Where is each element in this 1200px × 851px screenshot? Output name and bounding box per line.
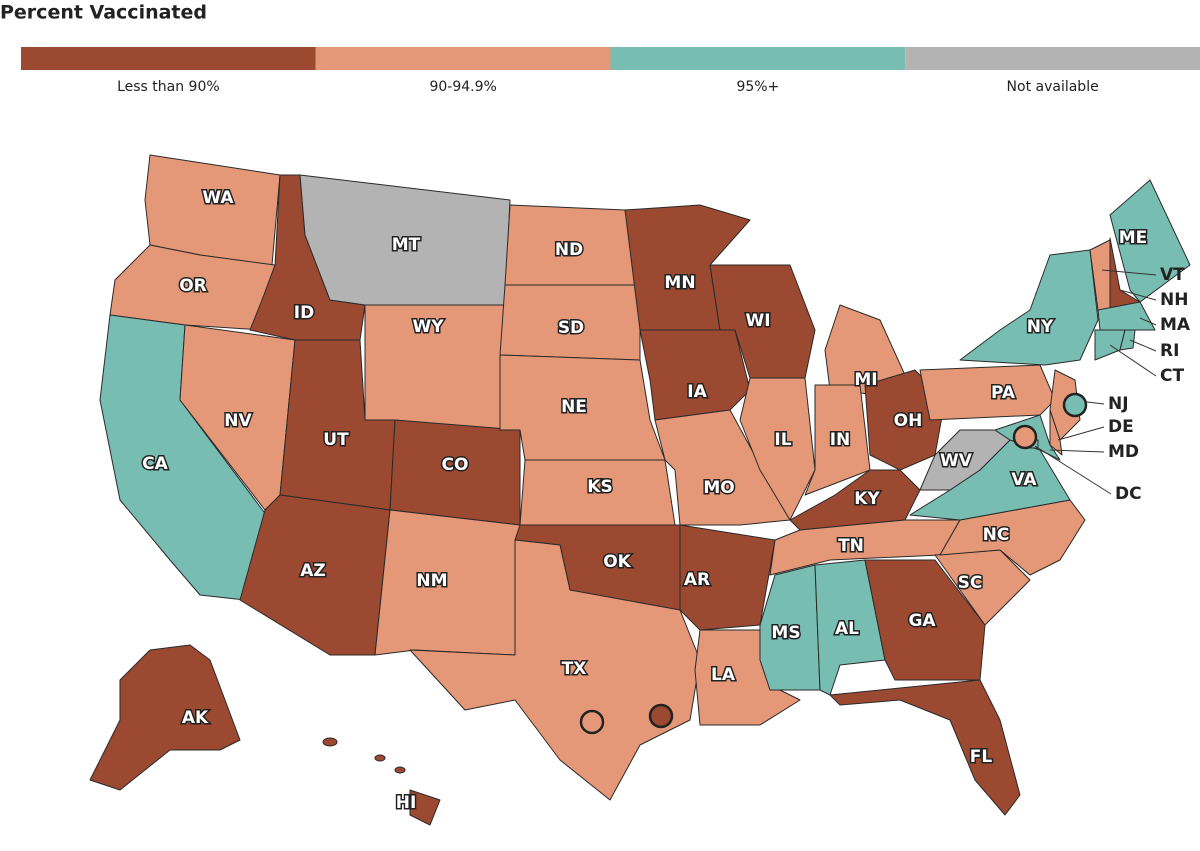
state (639, 329, 751, 421)
state (679, 524, 776, 631)
states (89, 154, 1191, 826)
state (919, 429, 1011, 491)
state-label: AR (684, 570, 710, 590)
state (109, 244, 276, 331)
leader-line (1129, 339, 1157, 352)
legend-swatch (315, 47, 611, 70)
state-label: KY (854, 489, 880, 509)
legend-swatch (905, 47, 1200, 70)
state-label: AL (835, 619, 859, 639)
leader-line (1139, 317, 1157, 326)
state (804, 384, 871, 496)
state-label: NC (983, 525, 1010, 545)
state (1049, 409, 1063, 456)
state-label: ND (555, 240, 583, 260)
state-label: IL (774, 430, 791, 450)
state-label: FL (970, 747, 993, 767)
city-marker (579, 709, 605, 735)
state-label: OK (603, 552, 631, 572)
state-label: MS (771, 623, 800, 643)
city-marker (648, 703, 674, 729)
leader-line (1119, 289, 1157, 301)
state-label: SD (558, 318, 584, 338)
leader-line (1049, 449, 1105, 453)
state-label: NH (1160, 290, 1188, 310)
state (409, 539, 701, 801)
state (1119, 329, 1136, 351)
state-label: AK (182, 708, 209, 728)
state-label: VT (1160, 265, 1185, 285)
state-label: WV (940, 451, 973, 471)
state-label: MN (664, 273, 695, 293)
legend: Less than 90% 90-94.9% 95%+ Not available (21, 47, 1200, 95)
state-label: NM (416, 571, 447, 591)
state-label: ID (294, 303, 314, 323)
island (394, 766, 406, 774)
state-label: MA (1160, 315, 1191, 335)
leader-line (1034, 445, 1112, 495)
state (959, 249, 1099, 366)
state (919, 364, 1056, 421)
state-label: MO (703, 478, 734, 498)
state-label: OH (894, 411, 923, 431)
state-label: VA (1011, 470, 1037, 490)
state-label: PA (991, 383, 1016, 403)
city-marker (1012, 424, 1038, 450)
state-label: UT (323, 430, 349, 450)
state-label: MT (392, 235, 421, 255)
island (374, 754, 386, 762)
state-label: SC (958, 573, 983, 593)
legend-label: 95%+ (736, 79, 779, 95)
state-label: HI (396, 793, 417, 813)
leader-line (1057, 426, 1105, 441)
state-label: DC (1115, 484, 1142, 504)
state (1109, 179, 1191, 303)
state-label: WA (202, 188, 234, 208)
island (322, 737, 338, 747)
state-label: MD (1108, 442, 1139, 462)
leader-line (1109, 344, 1157, 377)
state-label: NV (224, 411, 252, 431)
state-label: CA (142, 454, 168, 474)
state (829, 679, 1021, 816)
state-label: NY (1027, 317, 1054, 337)
state-labels: WA OR CA NV ID MT WY UT AZ CO NM ND SD NE KS OK TX MN IA MO… (141, 187, 1191, 815)
state-label: TN (838, 536, 864, 556)
state-label: WY (412, 317, 444, 337)
state-label: DE (1108, 417, 1134, 437)
state (654, 409, 791, 526)
state-label: CO (442, 455, 469, 475)
state-label: IA (687, 382, 707, 402)
state-label: NJ (1108, 394, 1129, 414)
state-label: AZ (300, 561, 325, 581)
state-label: CT (1160, 366, 1184, 386)
state (409, 789, 441, 826)
state (89, 644, 241, 791)
legend-label: Less than 90% (117, 79, 220, 95)
state (1097, 301, 1156, 331)
state-label: IN (830, 430, 851, 450)
legend-label: Not available (1007, 79, 1099, 95)
state-label: RI (1160, 341, 1179, 361)
state-label: NE (561, 397, 587, 417)
title: Percent Vaccinated (0, 2, 207, 24)
state-label: OR (179, 276, 207, 296)
leader-line (1101, 269, 1157, 276)
legend-label: 90-94.9% (429, 79, 496, 95)
legend-swatch (610, 47, 906, 70)
legend-swatch (21, 47, 316, 70)
state-label: TX (562, 659, 587, 679)
city-marker (1062, 392, 1088, 418)
state-label: GA (908, 611, 936, 631)
state-label: WI (745, 311, 770, 331)
state-label: KS (587, 477, 612, 497)
state-label: LA (711, 665, 736, 685)
state-label: ME (1119, 228, 1148, 248)
state-label: MI (854, 370, 877, 390)
